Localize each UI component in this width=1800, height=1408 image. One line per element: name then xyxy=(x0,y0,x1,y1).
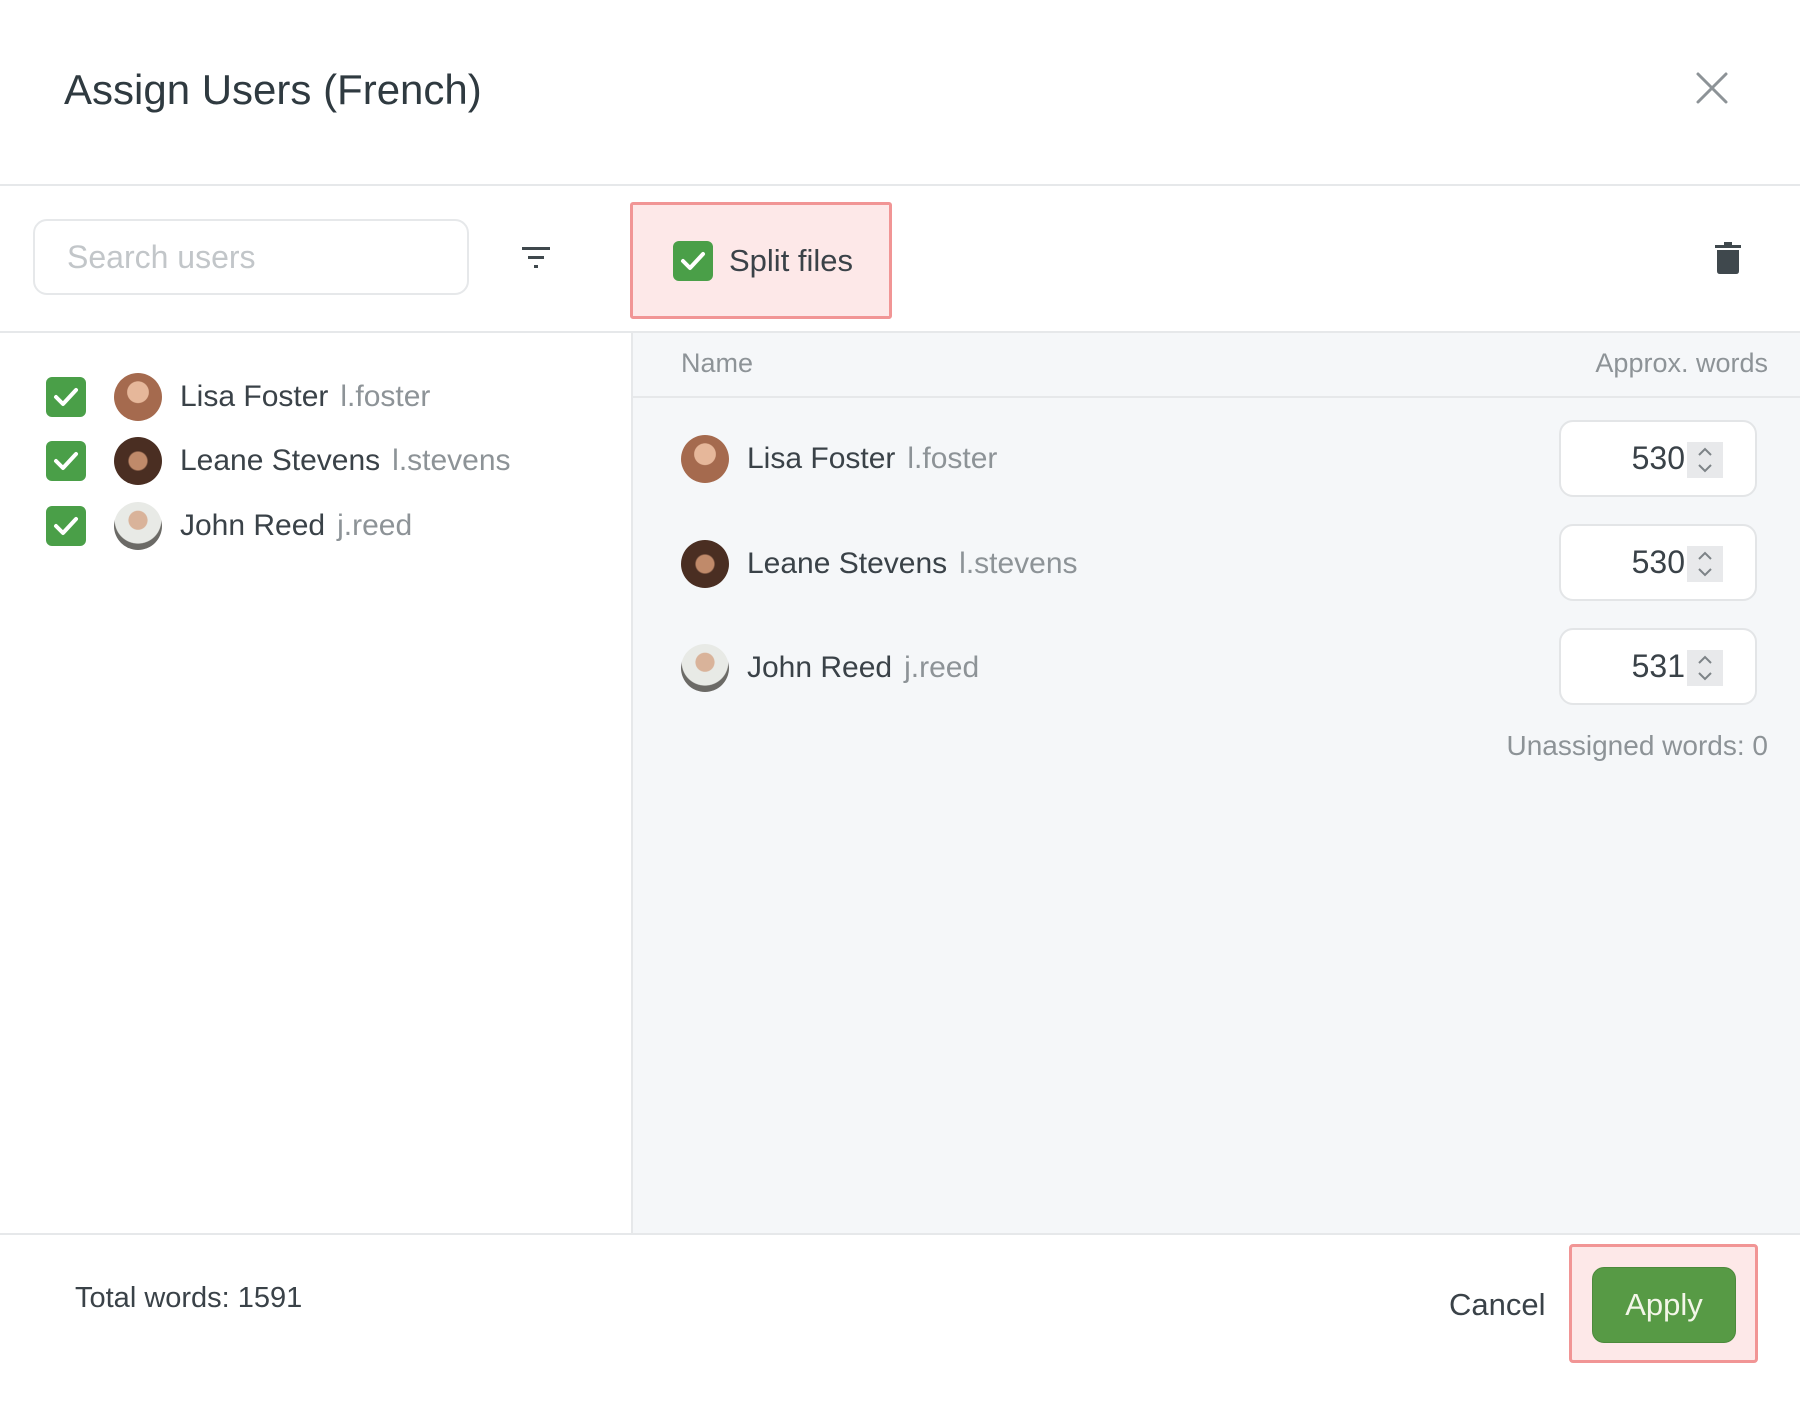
total-words: Total words: 1591 xyxy=(75,1282,303,1314)
user-name: Leane Stevens xyxy=(180,444,381,477)
spinner-icon[interactable] xyxy=(1687,442,1723,478)
trash-icon[interactable] xyxy=(1715,242,1741,274)
avatar xyxy=(681,435,729,483)
split-files-label: Split files xyxy=(729,242,854,278)
user-handle: l.foster xyxy=(340,380,431,413)
user-handle: j.reed xyxy=(904,651,980,684)
header-divider xyxy=(0,184,1800,186)
user-handle: l.foster xyxy=(907,442,998,475)
table-header-divider xyxy=(633,396,1800,398)
checkbox-checked-icon[interactable] xyxy=(46,506,86,546)
user-name: Lisa Foster xyxy=(180,380,329,413)
user-handle: j.reed xyxy=(337,509,413,542)
avatar xyxy=(114,437,162,485)
table-row: Lisa Foster l.foster xyxy=(681,435,997,483)
words-input[interactable] xyxy=(1575,630,1685,703)
footer-divider xyxy=(0,1233,1800,1235)
user-list-item[interactable]: Lisa Foster l.foster xyxy=(46,373,430,421)
words-stepper[interactable] xyxy=(1559,524,1757,601)
user-handle: l.stevens xyxy=(959,547,1078,580)
user-list-item[interactable]: Leane Stevens l.stevens xyxy=(46,437,511,485)
close-icon[interactable] xyxy=(1694,70,1730,106)
table-row: Leane Stevens l.stevens xyxy=(681,540,1078,588)
avatar xyxy=(681,644,729,692)
cancel-button[interactable]: Cancel xyxy=(1449,1287,1546,1322)
split-files-checkbox[interactable]: Split files xyxy=(630,202,892,319)
spinner-icon[interactable] xyxy=(1687,546,1723,582)
user-name: Lisa Foster xyxy=(747,442,896,475)
user-list-item[interactable]: John Reed j.reed xyxy=(46,502,412,550)
avatar xyxy=(681,540,729,588)
toolbar-divider xyxy=(0,331,1800,333)
unassigned-words: Unassigned words: 0 xyxy=(1506,730,1768,761)
user-name: John Reed xyxy=(180,509,326,542)
words-input[interactable] xyxy=(1575,526,1685,599)
avatar xyxy=(114,373,162,421)
search-input[interactable] xyxy=(33,219,469,295)
table-row: John Reed j.reed xyxy=(681,644,979,692)
apply-button[interactable]: Apply xyxy=(1592,1267,1736,1343)
dialog-title: Assign Users (French) xyxy=(64,66,482,113)
checkbox-checked-icon xyxy=(673,240,713,281)
column-header-name: Name xyxy=(681,348,754,378)
checkbox-checked-icon[interactable] xyxy=(46,377,86,417)
user-handle: l.stevens xyxy=(392,444,511,477)
column-header-words: Approx. words xyxy=(1595,348,1768,378)
avatar xyxy=(114,502,162,550)
user-name: John Reed xyxy=(747,651,893,684)
spinner-icon[interactable] xyxy=(1687,650,1723,686)
checkbox-checked-icon[interactable] xyxy=(46,441,86,481)
words-stepper[interactable] xyxy=(1559,628,1757,705)
words-input[interactable] xyxy=(1575,422,1685,495)
words-stepper[interactable] xyxy=(1559,420,1757,497)
user-name: Leane Stevens xyxy=(747,547,948,580)
filter-icon[interactable] xyxy=(520,244,552,272)
